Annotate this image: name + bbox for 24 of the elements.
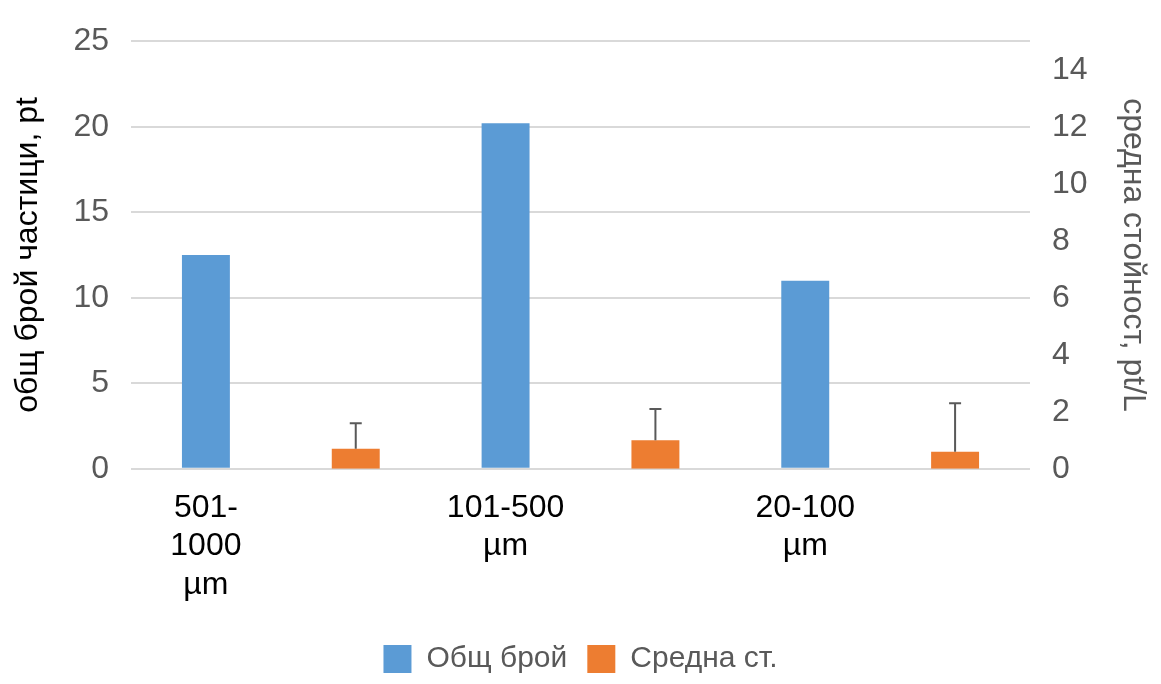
y2-tick-label: 2 xyxy=(1052,391,1070,428)
bar xyxy=(781,280,830,468)
y-axis-title: общ брой частици, pt xyxy=(8,97,45,413)
y2-axis-title: средна стойност, pt/L xyxy=(1116,98,1153,412)
y-tick-label: 25 xyxy=(73,21,109,58)
legend-label: Общ брой xyxy=(426,640,568,674)
y2-tick-label: 12 xyxy=(1052,106,1088,143)
y2-tick-label: 4 xyxy=(1052,334,1070,371)
x-tick-label: 101-500 µm xyxy=(446,487,565,563)
y2-tick-label: 6 xyxy=(1052,277,1070,314)
y2-tick-label: 8 xyxy=(1052,220,1070,257)
bar xyxy=(181,255,230,468)
y2-tick-label: 14 xyxy=(1052,49,1088,86)
y-tick-label: 10 xyxy=(73,277,109,314)
y-tick-label: 20 xyxy=(73,106,109,143)
y-tick-label: 0 xyxy=(91,448,109,485)
y-tick-label: 5 xyxy=(91,363,109,400)
y2-tick-label: 10 xyxy=(1052,163,1088,200)
x-tick-label: 20-100 µm xyxy=(755,487,856,563)
x-tick-label: 501-1000 µm xyxy=(170,487,242,601)
y-tick-label: 15 xyxy=(73,192,109,229)
bar xyxy=(481,123,530,468)
y2-tick-label: 0 xyxy=(1052,448,1070,485)
legend-label: Средна ст. xyxy=(630,640,778,674)
